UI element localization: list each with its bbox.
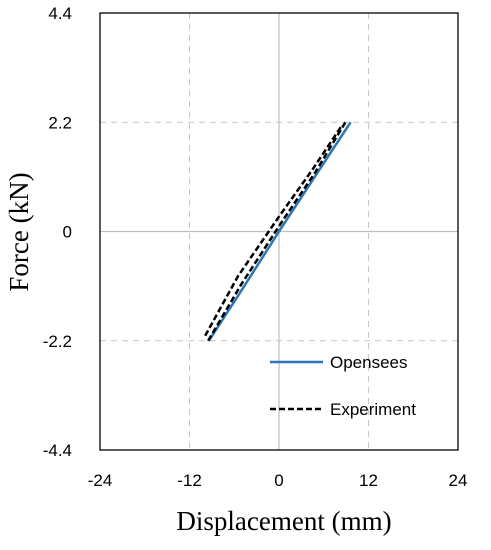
series-line-opensees	[207, 121, 352, 342]
y-tick-label: 4.4	[48, 4, 72, 23]
y-tick-label: 2.2	[48, 113, 72, 132]
y-tick-label: 0	[63, 223, 72, 242]
series-line-experiment-return	[207, 121, 347, 342]
y-tick-label: -2.2	[43, 332, 72, 351]
x-tick-label: -12	[177, 471, 202, 490]
legend-label-experiment: Experiment	[330, 400, 416, 419]
series-lines	[204, 121, 352, 342]
legend: Opensees Experiment	[270, 353, 416, 419]
legend-label-opensees: Opensees	[330, 353, 408, 372]
tick-labels: -24 -12 0 12 24 4.4 2.2 0 -2.2 -4.4	[43, 4, 468, 490]
y-tick-label: -4.4	[43, 441, 72, 460]
x-tick-label: 0	[274, 471, 283, 490]
x-tick-label: 12	[359, 471, 378, 490]
y-axis-label: Force (kN)	[4, 172, 34, 291]
x-tick-label: 24	[449, 471, 468, 490]
plot-frame	[99, 12, 459, 451]
x-axis-label: Displacement (mm)	[176, 506, 391, 536]
series-line-experiment	[204, 124, 344, 337]
x-tick-label: -24	[88, 471, 113, 490]
